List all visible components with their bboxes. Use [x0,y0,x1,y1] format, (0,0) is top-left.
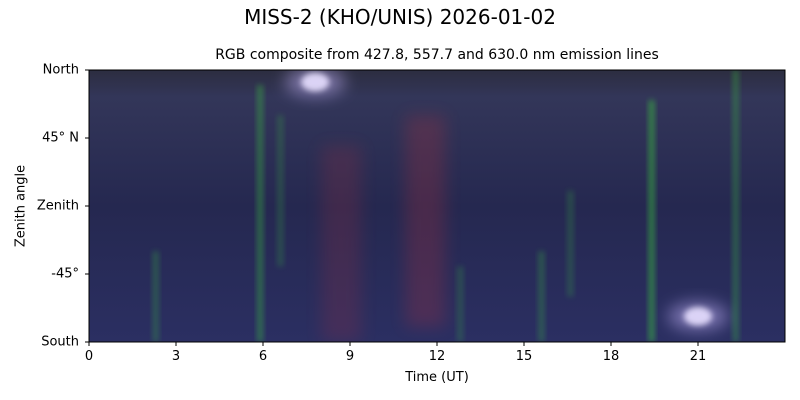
x-tick-label: 3 [171,349,181,364]
aurora-green-arc [277,115,284,267]
aurora-green-arc [567,190,574,297]
aurora-green-arc [538,251,545,342]
aurora-green-arc [457,266,464,342]
aurora-red-glow [405,115,446,327]
aurora-green-arc [257,85,264,342]
x-tick-label: 15 [515,349,533,364]
y-tick-label: South [41,334,79,350]
tick-marks [85,69,699,346]
y-tick-label: Zenith [36,198,79,214]
x-tick-label: 6 [258,349,268,364]
y-tick-label: -45° [51,266,79,282]
aurora-green-arc [732,70,739,342]
aurora-bright-spot-halo [285,70,346,97]
x-tick-label: 9 [345,349,355,364]
aurora-green-arc [648,100,655,342]
x-tick-label: 21 [689,349,707,364]
aurora-green-arc [152,251,159,342]
x-axis-label: Time (UT) [405,370,469,385]
chart-title: RGB composite from 427.8, 557.7 and 630.… [215,47,659,63]
y-tick-label: 45° N [42,130,79,146]
x-tick-label: 0 [84,349,94,364]
y-tick-label: North [42,62,79,78]
heatmap-features [152,70,739,342]
x-tick-label: 18 [602,349,620,364]
aurora-bright-spot-halo [668,302,728,331]
x-tick-label: 12 [428,349,446,364]
y-axis-label: Zenith angle [13,164,29,248]
aurora-red-glow [321,145,362,342]
figure-title: MISS-2 (KHO/UNIS) 2026-01-02 [244,5,556,29]
